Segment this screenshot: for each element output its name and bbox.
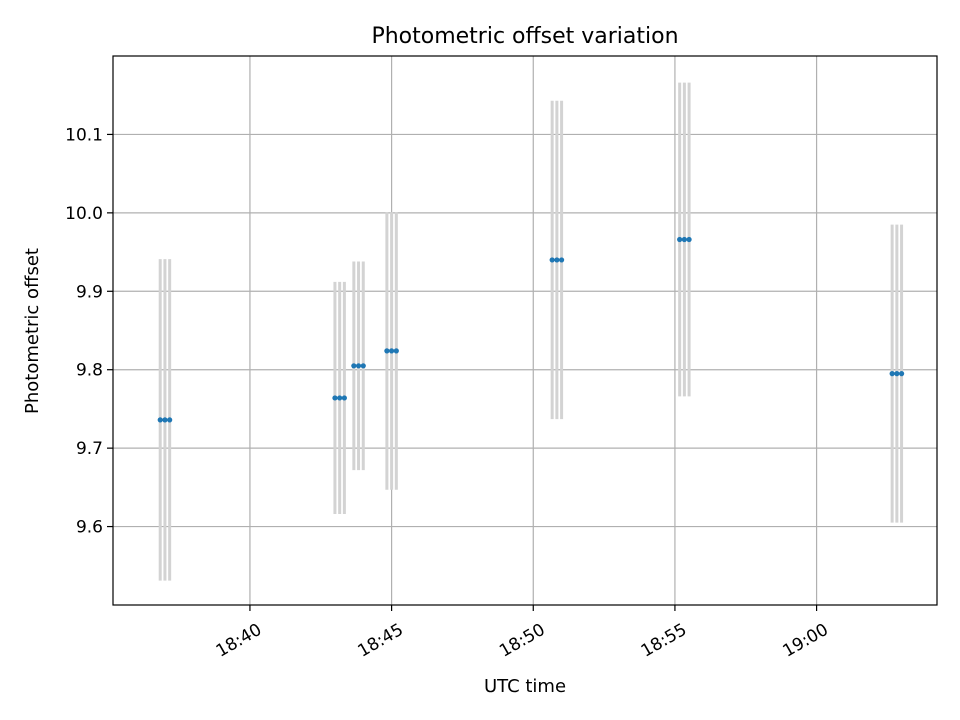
data-point [894, 371, 900, 377]
y-tick-label: 9.9 [76, 282, 103, 302]
data-point [162, 417, 168, 423]
data-point [898, 371, 905, 377]
data-point [549, 257, 555, 263]
plot-area-frame [112, 55, 938, 606]
data-point [558, 257, 565, 263]
data-point [554, 257, 560, 263]
data-point [360, 363, 366, 369]
data-point [677, 236, 683, 243]
data-point [351, 363, 357, 369]
y-tick-label: 9.6 [76, 518, 103, 538]
y-tick-label: 10.1 [65, 125, 103, 145]
data-point [332, 395, 338, 401]
data-point [389, 348, 395, 354]
y-axis-label: Photometric offset [22, 248, 43, 414]
data-point [384, 348, 390, 354]
data-point [355, 363, 362, 369]
x-axis-label: UTC time [484, 676, 566, 697]
data-point [157, 417, 163, 423]
data-point [167, 417, 173, 423]
y-tick-label: 9.8 [76, 361, 103, 381]
data-point [889, 371, 895, 377]
y-tick-label: 9.7 [76, 439, 103, 459]
data-point [681, 236, 687, 243]
data-points [157, 236, 905, 423]
data-point [341, 395, 347, 401]
data-point [686, 236, 692, 243]
chart-title: Photometric offset variation [371, 24, 678, 49]
data-point [337, 395, 343, 401]
data-point [393, 348, 399, 354]
y-tick-label: 10.0 [65, 204, 103, 224]
